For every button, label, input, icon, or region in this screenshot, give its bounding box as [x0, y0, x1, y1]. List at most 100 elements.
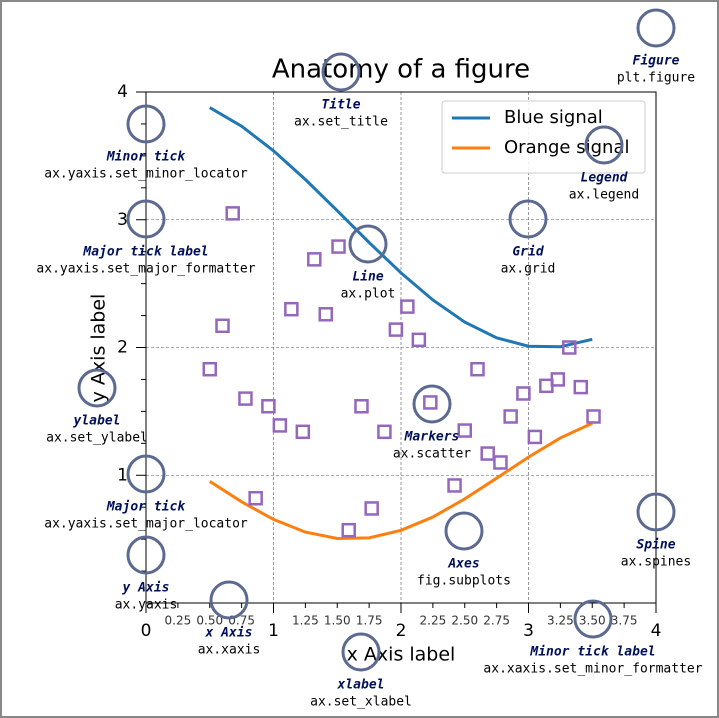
annotation-circle	[126, 104, 166, 144]
x-minor-tick-label: 1.50	[324, 614, 351, 628]
annotation-circle	[573, 599, 613, 639]
annotation-code: plt.figure	[617, 71, 695, 86]
y-tick-label: 3	[117, 210, 128, 230]
annotation-code: ax.yaxis.set_major_locator	[44, 517, 248, 532]
annotation-code: ax.yaxis	[115, 598, 178, 613]
scatter-marker	[457, 423, 472, 438]
x-minor-tick-label: 2.75	[483, 614, 510, 628]
scatter-marker	[503, 409, 518, 424]
x-tick-label: 4	[651, 621, 662, 641]
x-minor-tick-label: 1.75	[356, 614, 383, 628]
x-minor-tick-label: 0.25	[165, 614, 192, 628]
x-minor-tick-label: 0.50	[196, 614, 223, 628]
scatter-marker	[331, 239, 346, 254]
annotation-code: fig.subplots	[417, 574, 511, 589]
annotation-label: x Axis	[205, 626, 253, 641]
scatter-marker	[238, 391, 253, 406]
legend-box	[441, 100, 646, 174]
x-minor-tick-label: 3.25	[547, 614, 574, 628]
annotation-label: Axes	[447, 557, 479, 572]
x-minor-tick-label: 1.25	[292, 614, 319, 628]
legend-label: Orange signal	[504, 137, 629, 158]
annotation-code: ax.xaxis	[198, 643, 261, 658]
line-series	[208, 421, 593, 540]
annotation-label: Spine	[636, 538, 675, 553]
annotation-circle	[584, 125, 624, 165]
annotation-code: ax.set_title	[294, 115, 388, 130]
y-tick-label: 2	[117, 338, 128, 358]
scatter-marker	[550, 372, 566, 387]
scatter-marker	[354, 399, 369, 414]
annotation-label: Legend	[581, 171, 629, 186]
scatter-marker	[573, 379, 589, 395]
annotation-label: Line	[352, 270, 383, 285]
scatter-marker	[423, 395, 438, 410]
annotation-circle	[636, 8, 676, 48]
scatter-marker	[562, 340, 577, 355]
line-series	[208, 106, 593, 349]
annotation-label: Figure	[633, 54, 680, 69]
x-minor-tick-label: 2.25	[420, 614, 447, 628]
annotation-label: Grid	[512, 245, 544, 260]
annotation-label: Title	[321, 98, 360, 113]
scatter-marker	[225, 206, 240, 221]
annotation-code: ax.plot	[341, 287, 396, 302]
y-axis-label: y Axis label	[88, 294, 110, 403]
scatter-marker	[377, 424, 392, 440]
scatter-marker	[586, 409, 601, 424]
scatter-marker	[470, 361, 485, 377]
scatter-marker	[318, 307, 334, 322]
scatter-marker	[307, 252, 322, 267]
annotation-circle	[126, 199, 166, 239]
scatter-marker	[411, 332, 427, 348]
scatter-marker	[527, 429, 543, 445]
annotation-circle	[77, 368, 117, 408]
y-tick-label: 1	[117, 465, 128, 485]
y-tick-label: 4	[117, 82, 128, 102]
scatter-marker	[284, 301, 299, 317]
x-tick-label: 0	[141, 621, 152, 641]
annotation-label: y Axis	[122, 581, 170, 596]
annotation-code: ax.scatter	[393, 447, 471, 462]
chart-title: Anatomy of a figure	[272, 55, 530, 85]
scatter-marker	[364, 501, 379, 516]
annotation-circle	[348, 224, 388, 264]
x-minor-tick-label: 3.50	[579, 614, 606, 628]
scatter-marker	[480, 446, 495, 461]
scatter-marker	[215, 318, 230, 334]
annotation-circle	[341, 632, 381, 672]
scatter-marker	[248, 490, 263, 506]
scatter-marker	[400, 299, 415, 314]
scatter-marker	[261, 399, 276, 414]
x-tick-label: 2	[396, 621, 407, 641]
annotation-code: ax.yaxis.set_major_formatter	[36, 262, 255, 277]
annotation-code: ax.xaxis.set_minor_formatter	[483, 662, 702, 677]
scatter-marker	[388, 322, 404, 337]
annotation-code: ax.yaxis.set_minor_locator	[44, 167, 248, 182]
scatter-marker	[202, 361, 217, 377]
annotation-circle	[126, 535, 166, 575]
x-minor-tick-label: 3.75	[611, 614, 638, 628]
annotation-label: xlabel	[337, 678, 385, 693]
x-axis-label: x Axis label	[347, 644, 456, 666]
annotation-label: Major tick label	[82, 245, 208, 260]
scatter-marker	[272, 418, 288, 433]
scatter-marker	[447, 478, 462, 493]
annotation-circle	[444, 511, 484, 551]
annotation-label: Major tick	[106, 500, 186, 515]
annotation-label: ylabel	[73, 414, 121, 429]
annotation-circle	[508, 199, 548, 239]
annotation-label: Minor tick	[106, 150, 186, 165]
x-minor-tick-label: 2.50	[451, 614, 478, 628]
scatter-marker	[493, 455, 508, 470]
scatter-marker	[341, 522, 356, 538]
annotation-code: ax.legend	[569, 188, 639, 203]
scatter-marker	[516, 386, 531, 401]
annotation-circle	[321, 52, 361, 92]
x-tick-label: 1	[268, 621, 279, 641]
annotation-circle	[636, 492, 676, 532]
scatter-marker	[295, 424, 311, 440]
annotation-code: ax.set_xlabel	[310, 695, 412, 710]
annotation-circle	[209, 580, 249, 620]
